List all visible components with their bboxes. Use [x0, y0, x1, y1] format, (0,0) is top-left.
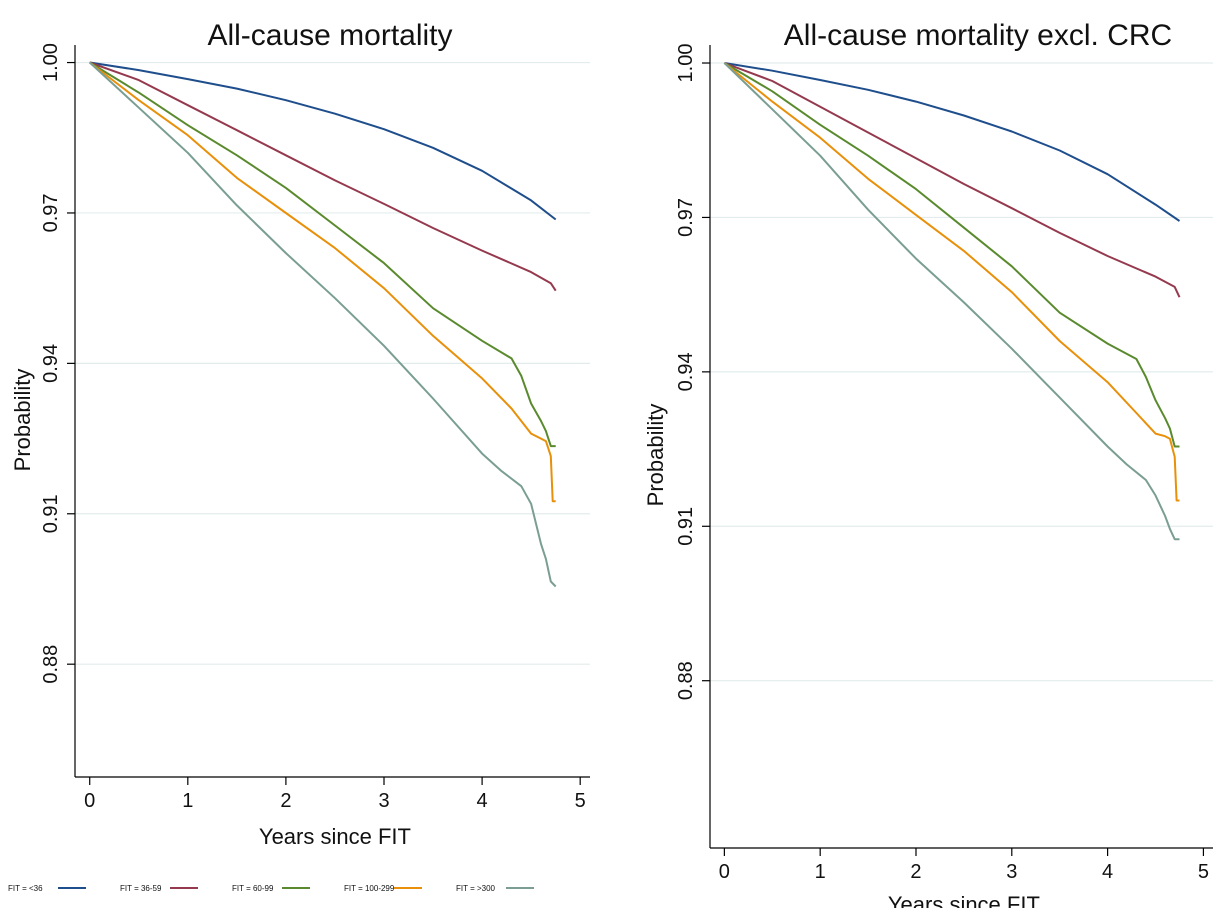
chart-panel-1: 1.00 0.97 0.94 0.91 0.88 0 1 2 3 4 5 All-cause mort…	[10, 19, 590, 849]
chart-panel-2: 1.00 0.97 0.94 0.91 0.88 0 1 2 3 4 5 All-cause mort…	[643, 19, 1213, 913]
series-line	[89, 61, 557, 221]
x-axis-label: Years since FIT	[888, 892, 1040, 908]
y-tick-label: 1.00	[40, 43, 62, 82]
series-line	[724, 62, 1181, 222]
legend-label: FIT = 36-59	[120, 884, 162, 893]
chart-title: All-cause mortality	[207, 19, 452, 52]
legend-label: FIT = <36	[8, 884, 43, 893]
series-line	[89, 61, 557, 292]
x-tick-label: 2	[280, 790, 291, 812]
y-tick-label: 1.00	[675, 44, 697, 83]
y-tick-label: 0.97	[675, 198, 697, 237]
series-line	[89, 61, 557, 588]
legend-label: FIT = >300	[456, 884, 496, 893]
x-tick-label: 1	[815, 861, 826, 883]
y-tick-label: 0.91	[40, 494, 62, 533]
x-tick-label: 4	[1102, 861, 1113, 883]
x-tick-label: 5	[1198, 861, 1209, 883]
y-tick-label: 0.94	[40, 344, 62, 383]
x-tick-label: 5	[575, 790, 586, 812]
y-tick-label: 0.88	[675, 661, 697, 700]
x-tick-label: 2	[910, 861, 921, 883]
y-axis-label: Probability	[10, 369, 35, 472]
y-tick-label: 0.97	[40, 193, 62, 232]
chart-title: All-cause mortality excl. CRC	[784, 19, 1172, 52]
legend-label: FIT = 100-299	[344, 884, 395, 893]
legend-label: FIT = 60-99	[232, 884, 274, 893]
legend: FIT = <36 FIT = 36-59 FIT = 60-99 FIT = 100…	[8, 884, 534, 893]
x-axis-label: Years since FIT	[259, 824, 411, 849]
x-tick-label: 3	[378, 790, 389, 812]
x-tick-label: 0	[719, 861, 730, 883]
series-line	[723, 62, 1180, 502]
series-line	[89, 61, 556, 503]
y-tick-label: 0.88	[40, 645, 62, 684]
series-line	[89, 61, 556, 448]
x-tick-label: 0	[84, 790, 95, 812]
series-line	[724, 62, 1181, 298]
series-line	[723, 62, 1180, 448]
x-tick-label: 3	[1006, 861, 1017, 883]
y-axis-label: Probability	[643, 404, 668, 507]
x-tick-label: 4	[477, 790, 488, 812]
series-line	[723, 62, 1180, 541]
x-tick-label: 1	[182, 790, 193, 812]
y-tick-label: 0.94	[675, 352, 697, 391]
y-tick-label: 0.91	[675, 507, 697, 546]
